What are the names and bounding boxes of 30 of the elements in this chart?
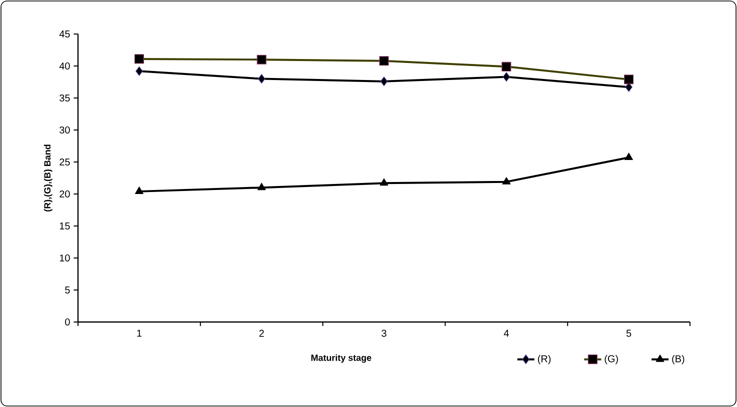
y-tick-label: 25 [60,158,70,166]
x-tick-label: 4 [504,330,509,337]
point [502,177,511,184]
point [136,66,143,76]
y-tick-label: 20 [60,190,70,198]
y-tick-label: 10 [60,254,70,262]
point [257,182,266,190]
legend-label: (G) [604,354,618,364]
y-tick-label: 45 [59,30,70,38]
y-tick-label: 0 [65,318,70,326]
point [625,82,632,92]
x-axis-title: Maturity stage [311,354,372,363]
legend-label: (R) [538,354,551,364]
x-tick-label: 2 [259,330,264,337]
point [380,178,388,186]
y-tick-label: 35 [60,94,70,102]
y-tick-label: 40 [59,62,70,70]
point [624,152,633,160]
y-tick-label: 30 [60,126,70,134]
y-tick-label: 5 [65,286,70,294]
x-tick-label: 5 [626,330,632,337]
point [258,74,266,84]
point [135,186,144,194]
x-tick-label: 3 [382,330,386,337]
x-tick-label: 1 [137,330,142,337]
point [380,76,388,86]
point [502,72,510,82]
legend-label: (B) [672,354,684,364]
y-tick-label: 15 [60,222,70,230]
y-axis-title: (R),(G),(B) Band [44,144,52,212]
